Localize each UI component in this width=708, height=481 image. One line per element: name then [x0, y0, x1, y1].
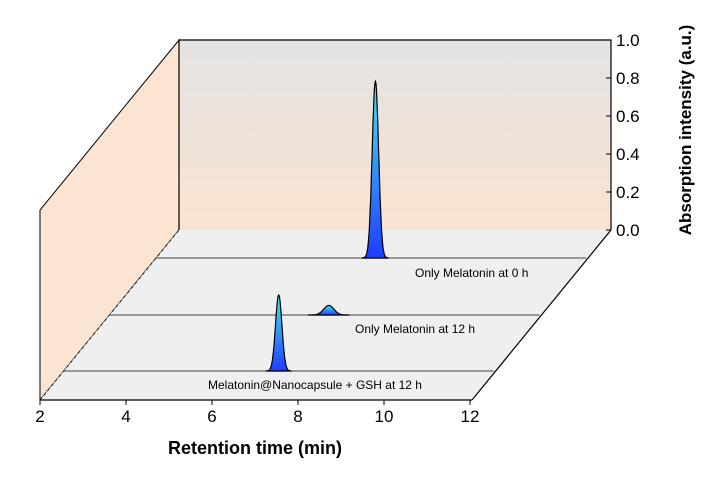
series-label: Melatonin@Nanocapsule + GSH at 12 h	[208, 378, 422, 392]
series-1: Only Melatonin at 12 h	[109, 304, 540, 336]
y-tick-label: 0.2	[616, 183, 640, 202]
y-tick-label: 0.6	[616, 107, 640, 126]
floor-right-edge	[471, 229, 612, 401]
peak	[308, 304, 350, 316]
x-axis: 2 4 6 8 10 12	[35, 400, 479, 426]
series-group: Only Melatonin at 0 h Only Melatonin at 1…	[63, 79, 587, 392]
y-axis-title: Absorption intensity (a.u.)	[676, 25, 695, 236]
peak	[361, 79, 389, 259]
x-tick-label: 4	[121, 407, 130, 426]
y-axis: 0.0 0.2 0.4 0.6 0.8 1.0	[606, 31, 640, 240]
x-tick-label: 2	[35, 407, 44, 426]
y-tick-label: 0.4	[616, 145, 640, 164]
x-tick-label: 10	[375, 407, 394, 426]
x-axis-title: Retention time (min)	[168, 438, 342, 458]
y-tick-label: 0.0	[616, 221, 640, 240]
back-wall	[179, 40, 611, 230]
y-tick-label: 0.8	[616, 69, 640, 88]
peak	[265, 294, 292, 372]
series-label: Only Melatonin at 12 h	[355, 322, 475, 336]
x-tick-label: 6	[207, 407, 216, 426]
series-2: Melatonin@Nanocapsule + GSH at 12 h	[63, 294, 494, 392]
x-tick-label: 12	[461, 407, 480, 426]
series-label: Only Melatonin at 0 h	[415, 266, 528, 280]
series-0: Only Melatonin at 0 h	[156, 79, 587, 280]
x-tick-label: 8	[293, 407, 302, 426]
y-tick-label: 1.0	[616, 31, 640, 50]
back-wall-border	[178, 39, 612, 230]
